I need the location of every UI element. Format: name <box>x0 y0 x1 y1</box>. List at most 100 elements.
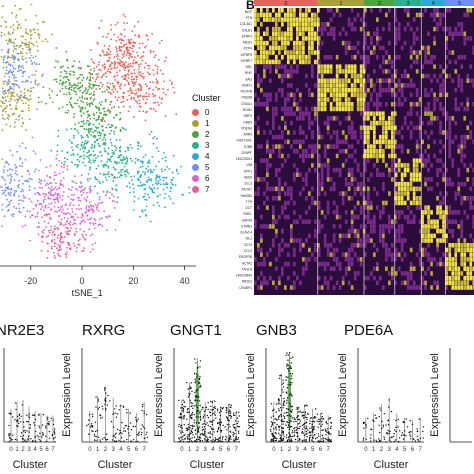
point-cluster-0 <box>116 74 119 77</box>
point-cluster-0 <box>127 70 130 73</box>
heatmap-cell <box>293 55 296 60</box>
heatmap-cell <box>332 130 336 135</box>
heatmap-cell <box>314 12 317 18</box>
point-cluster-3 <box>71 180 74 183</box>
point-cluster-3 <box>133 175 136 178</box>
point-cluster-0 <box>92 77 94 79</box>
heatmap-cell <box>266 40 269 46</box>
point-cluster-0 <box>113 75 115 78</box>
point-cluster-1 <box>20 99 23 102</box>
point-cluster-2 <box>63 70 66 72</box>
point-cluster-2 <box>106 88 108 91</box>
point-cluster-0 <box>123 69 126 72</box>
violin-point <box>272 437 275 439</box>
point-cluster-0 <box>124 78 127 81</box>
heatmap-cell <box>385 243 388 248</box>
heatmap-cell <box>332 233 336 239</box>
heatmap-cell <box>427 205 430 210</box>
point-cluster-5 <box>18 210 20 213</box>
heatmap-cell <box>266 149 269 154</box>
point-cluster-2 <box>99 81 102 84</box>
point-cluster-0 <box>144 119 147 122</box>
violin-point <box>204 439 206 441</box>
heatmap-cell <box>451 210 455 215</box>
heatmap-cell <box>323 233 327 239</box>
violin-point <box>93 433 96 436</box>
point-cluster-5 <box>17 186 20 189</box>
point-cluster-3 <box>103 134 106 137</box>
point-cluster-6 <box>111 200 114 202</box>
violin-point <box>228 423 230 426</box>
point-cluster-5 <box>6 198 8 201</box>
point-cluster-0 <box>146 64 149 67</box>
point-cluster-2 <box>91 83 94 86</box>
heatmap-cell <box>406 125 410 130</box>
violin-point <box>122 405 124 407</box>
heatmap-cell <box>436 285 439 290</box>
heatmap-cell <box>367 55 370 60</box>
heatmap-cell <box>442 87 445 93</box>
violin-point <box>183 414 185 417</box>
heatmap-cell <box>463 139 467 145</box>
point-cluster-5 <box>6 57 9 59</box>
point-cluster-0 <box>133 92 136 95</box>
point-cluster-5 <box>5 161 8 163</box>
heatmap-cell <box>290 22 293 27</box>
heatmap-cell <box>326 205 330 210</box>
heatmap-cell <box>394 214 397 220</box>
point-cluster-7 <box>58 215 61 217</box>
heatmap-cell <box>350 83 354 88</box>
point-cluster-0 <box>109 71 112 74</box>
point-cluster-4 <box>150 179 153 182</box>
violin-point <box>95 396 97 398</box>
heatmap-cell <box>460 233 464 239</box>
point-cluster-2 <box>100 104 102 106</box>
point-cluster-3 <box>104 150 107 153</box>
gene-label: MEG3 <box>243 41 252 45</box>
heatmap-cell <box>376 78 379 83</box>
heatmap-cell <box>293 200 296 206</box>
heatmap-cell <box>412 191 416 196</box>
violin-point <box>187 409 189 411</box>
point-cluster-2 <box>60 71 62 73</box>
heatmap-cell <box>442 172 445 177</box>
point-cluster-7 <box>59 238 62 241</box>
heatmap-cell <box>373 275 376 281</box>
heatmap-cell <box>412 17 416 22</box>
heatmap-cell <box>472 214 474 220</box>
violin-point <box>228 414 231 417</box>
heatmap-cell <box>311 22 314 27</box>
heatmap-cell <box>460 78 464 83</box>
heatmap-cell <box>284 31 287 36</box>
heatmap-cell <box>269 247 272 253</box>
heatmap-cell <box>344 134 348 140</box>
heatmap-cell <box>266 26 269 32</box>
point-cluster-3 <box>102 190 105 193</box>
heatmap-cell <box>311 17 314 22</box>
heatmap-cell <box>409 271 413 276</box>
point-cluster-1 <box>25 31 28 33</box>
violin-point <box>193 413 195 416</box>
violin-point <box>235 411 237 413</box>
heatmap-cell <box>287 50 290 55</box>
point-cluster-5 <box>10 213 13 216</box>
heatmap-cell <box>269 78 272 83</box>
point-cluster-0 <box>101 83 104 86</box>
point-cluster-0 <box>126 80 129 82</box>
violin-point <box>193 425 195 427</box>
heatmap-cell <box>457 238 461 243</box>
heatmap-cell <box>388 139 391 145</box>
gene-label: IGFBP5 <box>241 53 253 57</box>
heatmap-cell <box>335 205 339 210</box>
point-cluster-7 <box>48 213 51 216</box>
violin-point <box>8 440 11 442</box>
legend-title: Cluster <box>192 93 221 103</box>
point-cluster-3 <box>80 137 83 139</box>
violin-point <box>207 438 209 441</box>
point-cluster-6 <box>57 206 60 209</box>
heatmap-cell <box>373 219 376 224</box>
heatmap-cell <box>272 243 275 248</box>
point-cluster-7 <box>82 237 85 239</box>
heatmap-cell <box>415 252 419 257</box>
point-cluster-3 <box>129 157 132 160</box>
